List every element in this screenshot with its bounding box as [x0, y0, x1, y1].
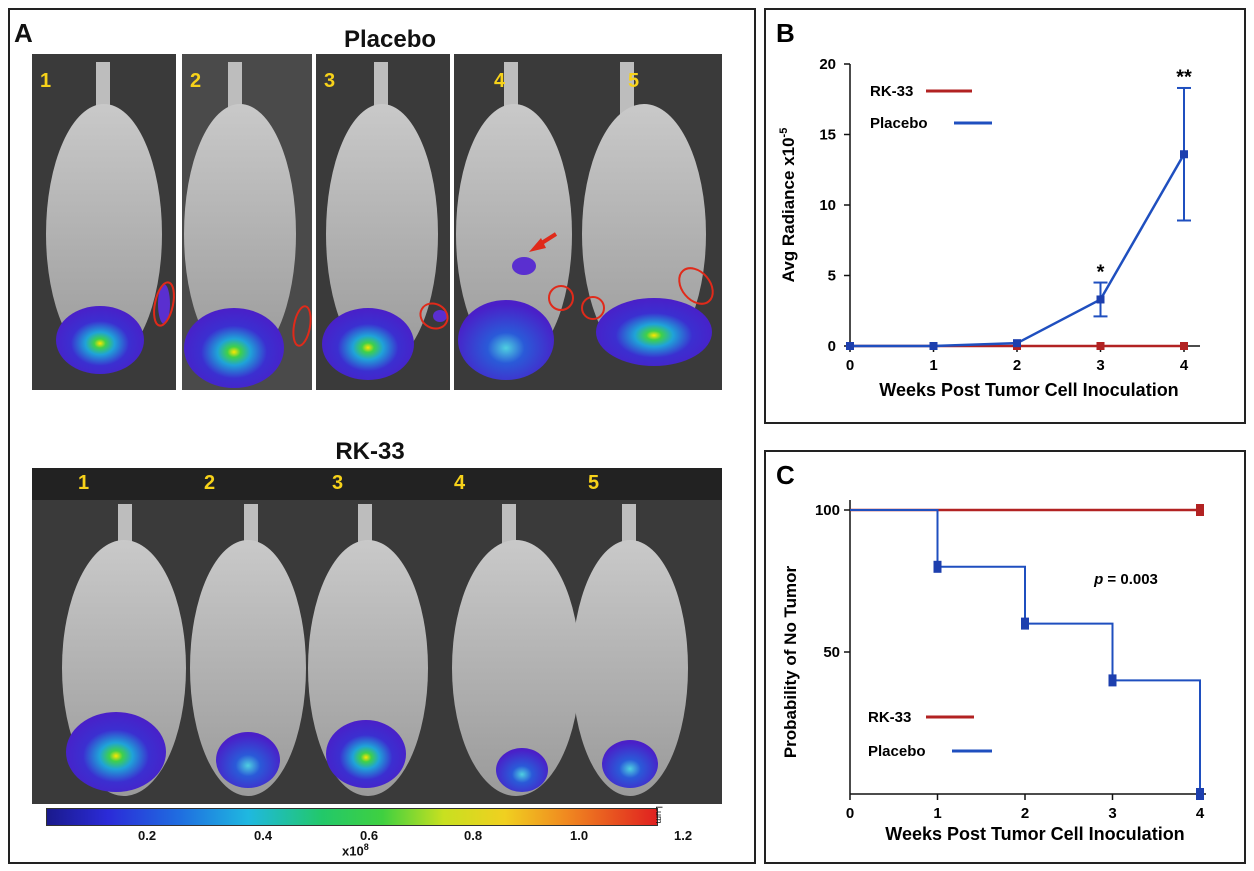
- placebo-data-point: [929, 342, 938, 350]
- legend-label: Placebo: [868, 743, 926, 760]
- placebo-data-point: [1096, 295, 1105, 304]
- x-tick-label: 0: [846, 805, 854, 822]
- x-tick-label: 1: [933, 805, 941, 822]
- placebo-mouse-number: 2: [190, 70, 202, 92]
- rk33-mouse-1: [62, 504, 186, 796]
- y-tick-label: 50: [823, 644, 840, 661]
- rk33-photos: [32, 468, 722, 804]
- rk33-mouse-4: [452, 504, 580, 796]
- placebo-data-point: [1196, 788, 1204, 800]
- y-tick-label: 20: [819, 56, 836, 73]
- significance-marker: **: [1176, 67, 1192, 89]
- x-axis-title: Weeks Post Tumor Cell Inoculation: [885, 824, 1184, 844]
- x-tick-label: 1: [929, 357, 937, 374]
- x-tick-label: 2: [1013, 357, 1021, 374]
- rk33-data-point: [1180, 342, 1188, 350]
- p-value-label: p = 0.003: [1093, 571, 1158, 588]
- y-tick-label: 100: [815, 502, 840, 519]
- x-tick-label: 3: [1096, 357, 1104, 374]
- panel-c-letter: C: [776, 460, 795, 490]
- x-tick-label: 2: [1021, 805, 1029, 822]
- placebo-image-strip: 1 2 3 4 5: [32, 54, 722, 390]
- rk33-mouse-number: 1: [78, 472, 90, 494]
- colorbar-tick: 0.4: [254, 828, 273, 843]
- x-tick-label: 4: [1196, 805, 1205, 822]
- rk33-mouse-number: 3: [332, 472, 344, 494]
- legend-label: RK-33: [868, 709, 911, 726]
- placebo-data-point: [1180, 150, 1188, 159]
- colorbar: Lum 0.2 0.4 0.6 0.8 1.0 1.2 x108: [46, 806, 693, 858]
- placebo-frame-2: [182, 54, 312, 390]
- panel-a-letter: A: [14, 18, 33, 48]
- x-tick-label: 0: [846, 357, 854, 374]
- chart-c: C 50 100 0 1 2 3 4 Weeks Post Tumor Cell Inocula…: [776, 460, 1206, 844]
- placebo-photos: [32, 54, 722, 390]
- colorbar-tick: 0.8: [464, 828, 483, 843]
- placebo-mouse-number: 3: [324, 70, 336, 92]
- placebo-data-point: [1108, 674, 1117, 687]
- rk33-image-strip: 1 2 3 4 5: [32, 468, 722, 804]
- placebo-mouse-number: 5: [628, 70, 640, 92]
- p-symbol: p: [1093, 571, 1103, 588]
- placebo-annotations: [153, 232, 714, 347]
- placebo-data-point: [933, 560, 942, 573]
- colorbar-unit-base: x10: [342, 843, 364, 859]
- y-tick-label: 0: [828, 338, 836, 355]
- rk33-data-point: [1196, 504, 1204, 516]
- placebo-title: Placebo: [343, 26, 437, 53]
- placebo-data-point: [846, 342, 854, 350]
- rk33-mouse-2: [190, 504, 306, 796]
- y-axis-title-exponent: -5: [778, 128, 790, 138]
- colorbar-tick: 1.2: [674, 828, 693, 843]
- placebo-mouse-number: 1: [40, 70, 52, 92]
- x-tick-label: 4: [1180, 357, 1189, 374]
- rk33-title: RK-33: [335, 438, 405, 465]
- rk33-mouse-3: [308, 504, 428, 796]
- y-axis-title: Probability of No Tumor: [781, 565, 800, 758]
- rk33-mouse-number: 5: [588, 472, 600, 494]
- y-axis-title: Avg Radiance x10-5: [778, 128, 798, 283]
- panel-c: C 50 100 0 1 2 3 4 Weeks Post Tumor Cell Inocula…: [764, 450, 1246, 864]
- x-tick-label: 3: [1108, 805, 1116, 822]
- legend-label: RK-33: [870, 83, 913, 100]
- placebo-data-point: [1021, 617, 1029, 630]
- rk33-mouse-5: [572, 504, 688, 796]
- legend-label: Placebo: [870, 115, 928, 132]
- panel-b-letter: B: [776, 18, 795, 48]
- y-tick-label: 15: [819, 127, 836, 144]
- x-axis-title: Weeks Post Tumor Cell Inoculation: [879, 380, 1178, 400]
- panel-a: A Placebo: [8, 8, 756, 864]
- rk33-data-point: [1096, 342, 1105, 350]
- significance-marker: *: [1097, 261, 1105, 283]
- rk33-mouse-number: 2: [204, 472, 216, 494]
- y-tick-label: 5: [828, 268, 836, 285]
- colorbar-unit: x108: [342, 842, 369, 858]
- colorbar-tick: 0.6: [360, 828, 379, 843]
- colorbar-tick: 0.2: [138, 828, 157, 843]
- placebo-data-point: [1013, 339, 1021, 348]
- colorbar-unit-exp: 8: [363, 842, 369, 852]
- placebo-frame-3: [316, 54, 450, 390]
- colorbar-tick: 1.0: [570, 828, 589, 843]
- placebo-frame-4: [454, 54, 722, 390]
- placebo-frame-1: [32, 54, 176, 390]
- rk33-mouse-number: 4: [454, 472, 466, 494]
- panel-b: B 0 5 10 15 20 0 1 2 3 4 Weeks Post Tumor Cell Inoc…: [764, 8, 1246, 424]
- colorbar-side-label: Lum: [654, 806, 664, 824]
- p-value: = 0.003: [1103, 571, 1158, 588]
- colorbar-gradient: [46, 808, 658, 826]
- placebo-mouse-number: 4: [494, 70, 506, 92]
- placebo-series-line: [850, 153, 1186, 348]
- y-tick-label: 10: [819, 197, 836, 214]
